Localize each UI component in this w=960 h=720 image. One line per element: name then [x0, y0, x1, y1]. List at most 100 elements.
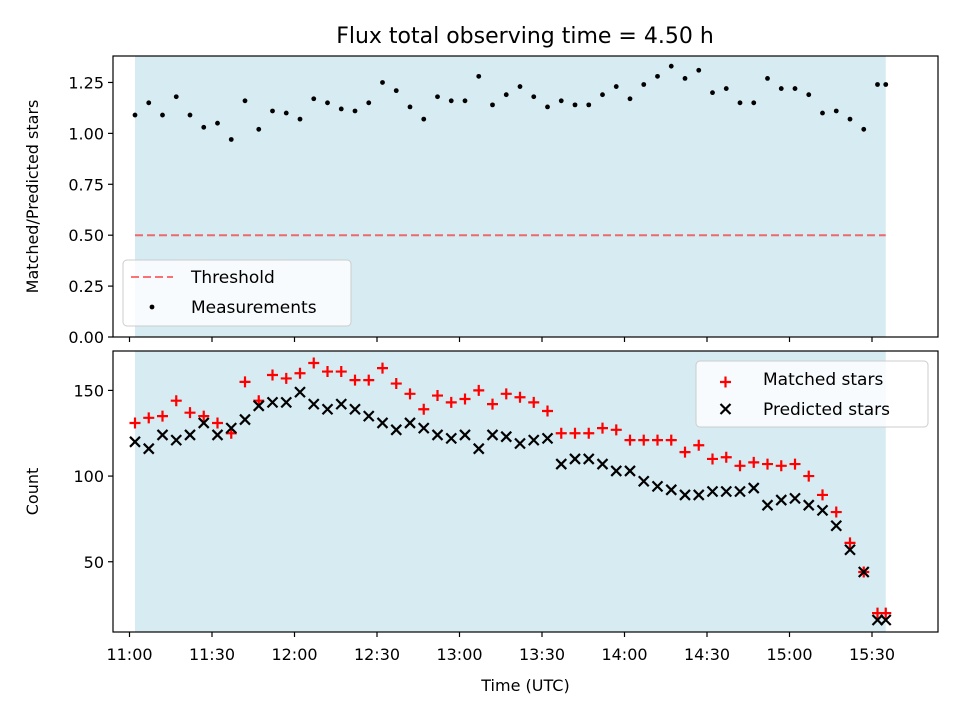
- data-point: [545, 104, 550, 110]
- data-point: [297, 116, 303, 122]
- x-tick-label: 14:30: [684, 645, 730, 664]
- data-point-x: [417, 422, 430, 434]
- data-point-x: [665, 484, 678, 496]
- data-point-x: [679, 489, 691, 501]
- data-point-x: [486, 429, 499, 441]
- data-point-plus: [542, 405, 553, 417]
- data-point-plus: [473, 384, 485, 396]
- data-point-plus: [707, 453, 718, 465]
- data-point-x: [225, 422, 238, 434]
- data-point: [847, 116, 853, 122]
- data-point: [696, 67, 702, 73]
- data-point: [187, 112, 193, 118]
- data-point: [641, 82, 647, 87]
- legend-measurements-swatch: [149, 304, 155, 310]
- data-point-plus: [720, 451, 732, 463]
- data-point: [833, 108, 839, 114]
- data-point-plus: [597, 422, 608, 434]
- data-point-x: [596, 458, 609, 470]
- data-point-x: [569, 453, 581, 465]
- data-point: [228, 137, 234, 142]
- data-point-x: [376, 417, 389, 429]
- data-point: [531, 94, 537, 100]
- data-point: [572, 102, 578, 108]
- data-point-x: [280, 396, 293, 409]
- data-point-x: [307, 398, 320, 410]
- data-point: [311, 96, 317, 102]
- legend-predicted-swatch: [719, 403, 732, 415]
- data-point: [242, 98, 248, 104]
- data-point: [558, 98, 564, 104]
- x-tick-label: 15:30: [849, 645, 895, 664]
- legend-matched-label: Matched stars: [763, 370, 883, 390]
- data-point-plus: [349, 374, 361, 386]
- data-point: [462, 98, 468, 104]
- data-point-x: [844, 543, 856, 556]
- data-point-x: [624, 465, 636, 477]
- bottom-panel: 50 100 150 11:00 11:30 12:00 12:30 13:00 13:30 14…: [23, 350, 939, 695]
- data-point: [710, 90, 715, 96]
- data-point-plus: [610, 424, 622, 436]
- data-point: [765, 75, 770, 81]
- data-point: [435, 94, 440, 100]
- data-point-x: [390, 424, 403, 436]
- data-point: [586, 102, 592, 108]
- data-point-x: [156, 429, 169, 441]
- data-point-x: [459, 429, 471, 441]
- data-point: [883, 82, 889, 87]
- legend-predicted-label: Predicted stars: [763, 400, 890, 420]
- data-point-plus: [198, 410, 210, 422]
- data-point-plus: [308, 357, 320, 369]
- data-point: [792, 86, 798, 91]
- data-point-plus: [390, 378, 402, 390]
- data-point-plus: [652, 434, 663, 446]
- data-point: [366, 100, 372, 106]
- data-point: [655, 73, 660, 79]
- axes-frame: [112, 350, 939, 633]
- data-point: [600, 92, 605, 98]
- data-point-plus: [693, 439, 705, 451]
- data-point-x: [541, 432, 554, 445]
- data-point: [132, 112, 138, 118]
- data-point-x: [789, 492, 801, 505]
- data-point-x: [555, 458, 568, 470]
- data-point-x: [294, 386, 306, 398]
- data-point-x: [527, 434, 540, 446]
- data-point-plus: [184, 407, 196, 419]
- data-point: [407, 104, 413, 110]
- data-point-x: [252, 400, 265, 412]
- data-point: [490, 102, 495, 108]
- data-point-plus: [638, 434, 650, 446]
- legend-top: Threshold Measurements: [122, 259, 352, 327]
- x-tick-label: 13:30: [519, 645, 565, 664]
- data-point-plus: [844, 537, 856, 549]
- data-point-plus: [322, 366, 333, 378]
- y-tick-label: 50: [84, 553, 104, 572]
- data-point-plus: [665, 434, 677, 446]
- data-point-plus: [583, 427, 595, 439]
- data-point-x: [720, 485, 733, 498]
- data-point: [778, 86, 784, 91]
- data-point: [352, 108, 358, 114]
- data-point-plus: [775, 460, 787, 472]
- data-point-plus: [239, 376, 251, 388]
- data-point: [668, 63, 674, 69]
- data-point: [215, 120, 220, 126]
- series-matched-stars: [129, 357, 892, 619]
- data-point: [723, 86, 729, 91]
- data-point-x: [857, 566, 870, 578]
- legend-bottom: Matched stars Predicted stars: [695, 360, 929, 428]
- data-point-plus: [363, 374, 375, 386]
- y-tick-label: 0.25: [68, 277, 104, 296]
- data-point-plus: [432, 390, 443, 402]
- data-point-x: [239, 413, 251, 426]
- data-point-x: [445, 432, 458, 445]
- axes-frame: [112, 55, 939, 338]
- data-point-plus: [500, 388, 512, 400]
- data-point-plus: [404, 388, 416, 400]
- data-point-plus: [734, 460, 746, 472]
- data-point: [806, 92, 812, 98]
- data-point-plus: [294, 367, 306, 379]
- legend-matched-swatch: [720, 376, 731, 388]
